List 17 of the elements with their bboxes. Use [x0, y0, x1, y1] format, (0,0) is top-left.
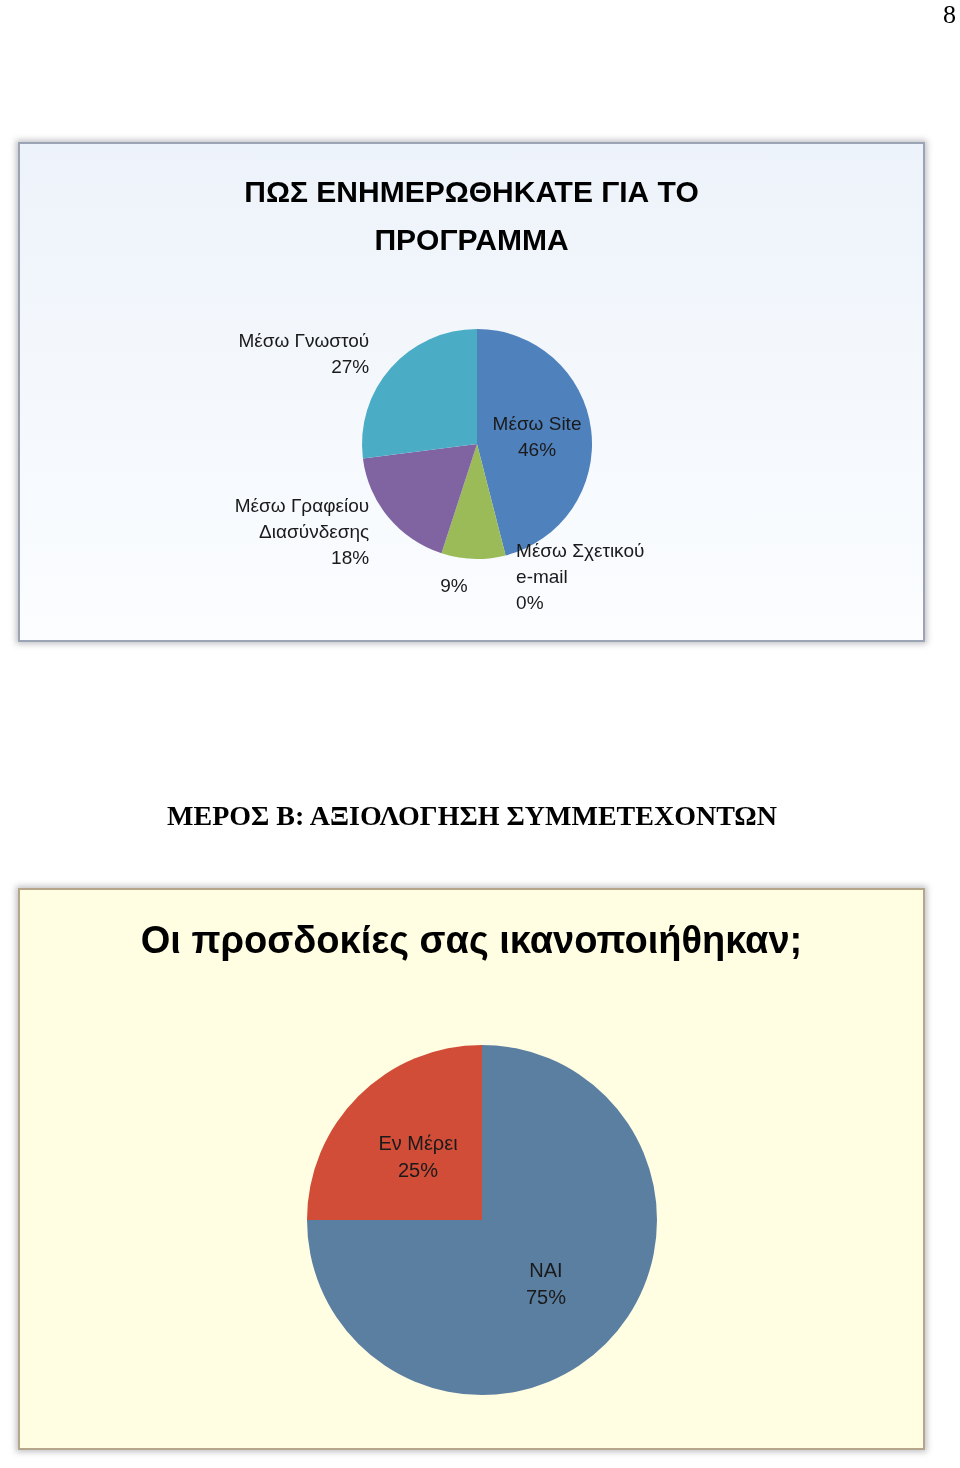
data-label: 46% — [518, 438, 557, 460]
slice-label: ΝΑΙ — [529, 1259, 563, 1282]
slice-label: Μέσω Γνωστού — [238, 329, 370, 351]
data-label: 18% — [331, 546, 370, 568]
chart-title: Οι προσδοκίες σας ικανοποιήθηκαν; — [139, 918, 804, 963]
category-label: Μέσω Σχετικού e-mail — [516, 540, 645, 588]
text: 0% — [516, 592, 544, 614]
chart-title: ΠΩΣ ΕΝΗΜΕΡΩΘΗΚΑΤΕ ΓΙΑ ΤΟ ΠΡΟΓΡΑΜΜΑ — [243, 174, 700, 258]
text: 8 — [943, 0, 956, 30]
data-label: 75% — [525, 1286, 567, 1309]
slice-label: Εν Μέρει — [378, 1131, 458, 1154]
data-label: 9% — [440, 574, 468, 596]
slice-label: Μέσω Site — [492, 412, 582, 434]
text: ΜΕΡΟΣ Β: ΑΞΙΟΛΟΓΗΣΗ ΣΥΜΜΕΤΕΧΟΝΤΩΝ — [167, 800, 777, 832]
data-label: 27% — [331, 355, 370, 377]
data-label: 25% — [397, 1158, 439, 1181]
slice-label: Μέσω Γραφείου Διασύνδεσης — [234, 494, 370, 542]
